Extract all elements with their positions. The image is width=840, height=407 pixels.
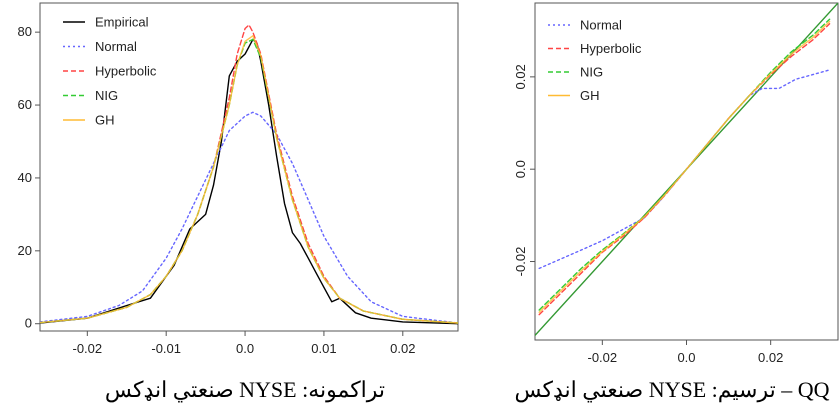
series-gh bbox=[40, 35, 458, 324]
series-empirical bbox=[40, 38, 458, 325]
chart-1: -0.02 -0.01 0.0 0.01 0.02 0 20 40 60 80 Empirical N… bbox=[18, 2, 459, 403]
legend-label: GH bbox=[95, 113, 115, 128]
y-tick-label: 40 bbox=[18, 170, 32, 185]
x-tick-label: 0.0 bbox=[677, 350, 695, 365]
x-tick-label: -0.01 bbox=[151, 341, 181, 356]
y-tick-label: -0.02 bbox=[513, 247, 528, 277]
y-tick-label: 0.0 bbox=[513, 160, 528, 178]
legend-label: GH bbox=[580, 88, 600, 103]
x-tick-label: -0.02 bbox=[588, 350, 618, 365]
legend: Empirical Normal Hyperbolic NIG GH bbox=[63, 15, 157, 128]
legend-label: Normal bbox=[580, 18, 622, 33]
series-nig bbox=[538, 18, 831, 311]
y-tick-label: 80 bbox=[18, 24, 32, 39]
chart-caption: QQ – ترسیم: NYSE صنعتي انډكس bbox=[514, 377, 829, 403]
legend-label: Hyperbolic bbox=[580, 41, 642, 56]
legend: Normal Hyperbolic NIG GH bbox=[548, 18, 642, 103]
x-tick-label: 0.02 bbox=[390, 341, 415, 356]
legend-label: NIG bbox=[95, 88, 118, 103]
chart-caption: تراكمونه: NYSE صنعتي انډكس bbox=[105, 377, 385, 403]
plot-frame bbox=[39, 2, 459, 332]
chart-2: -0.02 0.0 0.02 -0.02 0.0 0.02 Normal Hyperbolic… bbox=[513, 2, 839, 403]
legend-label: Empirical bbox=[95, 15, 149, 30]
y-tick-label: 0 bbox=[25, 316, 32, 331]
legend-label: Normal bbox=[95, 39, 137, 54]
legend-label: NIG bbox=[580, 65, 603, 80]
x-tick-label: -0.02 bbox=[73, 341, 103, 356]
series-gh bbox=[538, 20, 831, 313]
y-tick-label: 20 bbox=[18, 243, 32, 258]
x-tick-label: 0.02 bbox=[758, 350, 783, 365]
x-tick-label: 0.0 bbox=[236, 341, 254, 356]
x-tick-label: 0.01 bbox=[311, 341, 336, 356]
series-nig bbox=[40, 38, 458, 324]
series-normal bbox=[40, 111, 458, 324]
legend-label: Hyperbolic bbox=[95, 64, 157, 79]
y-tick-label: 60 bbox=[18, 97, 32, 112]
y-tick-label: 0.02 bbox=[513, 64, 528, 89]
